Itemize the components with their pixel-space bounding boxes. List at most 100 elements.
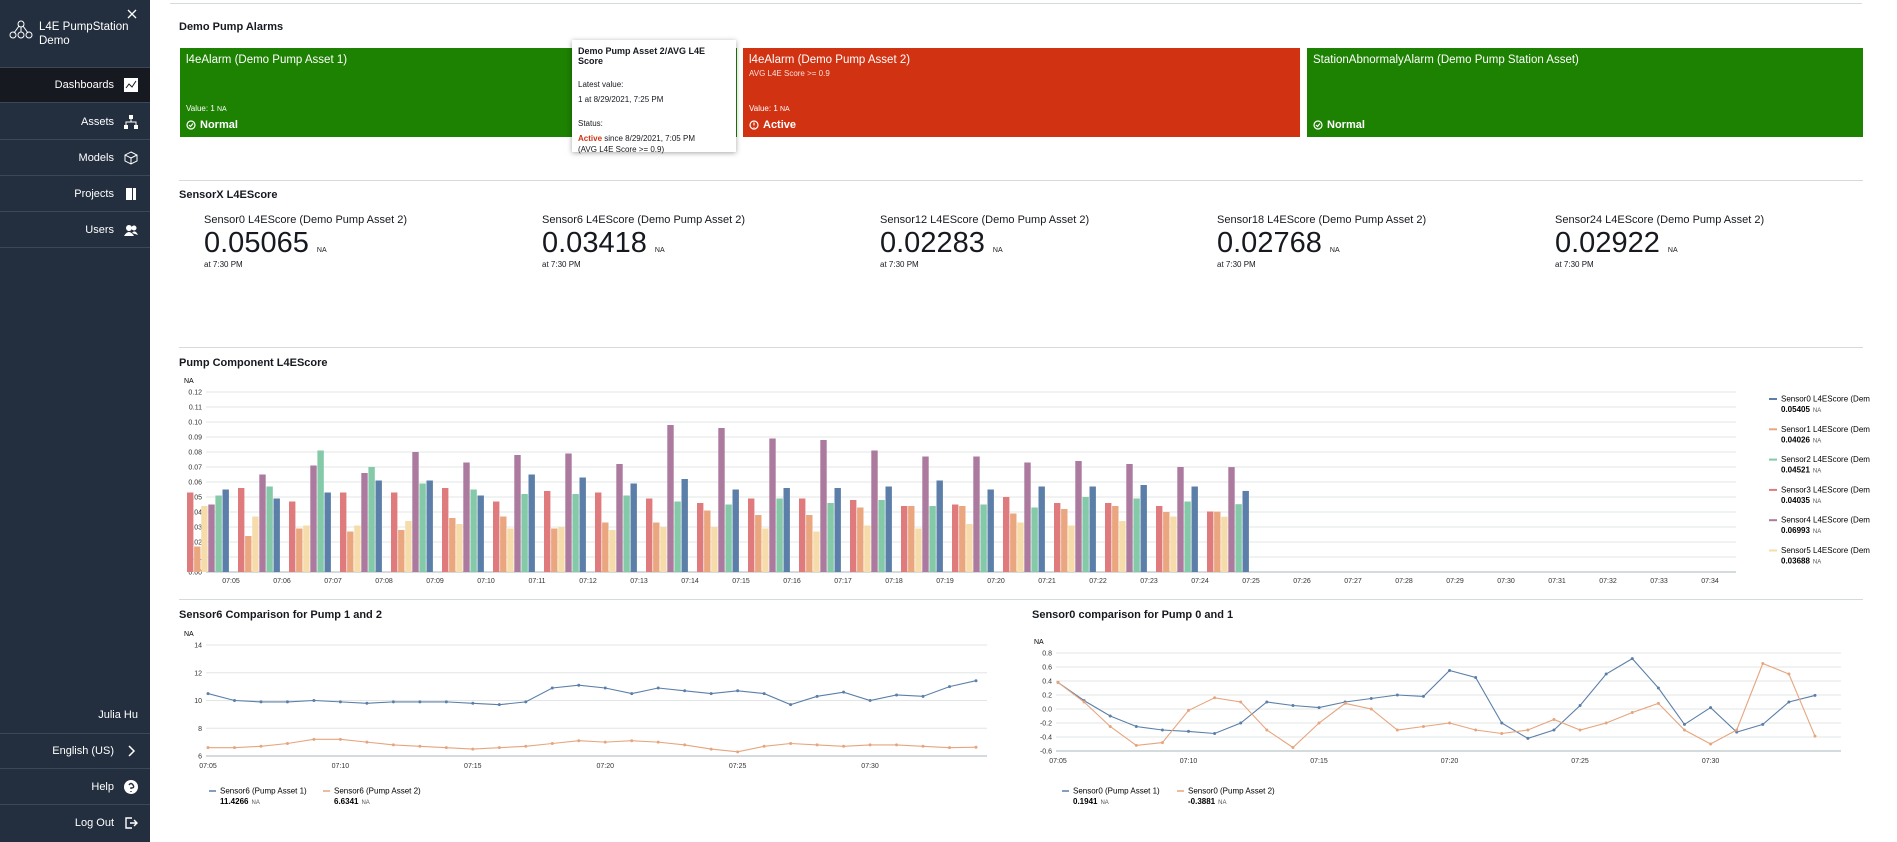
y-tick-label: 0.07 (188, 465, 202, 472)
point (736, 750, 740, 754)
status-text: Normal (200, 119, 238, 131)
point (1448, 669, 1452, 672)
point (1187, 708, 1191, 712)
nav-item[interactable]: Users (0, 212, 150, 248)
y-tick-label: 6 (198, 754, 202, 761)
point (1526, 736, 1530, 740)
alarm-name: l4eAlarm (Demo Pump Asset 1) (186, 54, 348, 66)
point (1630, 711, 1634, 714)
nav-label: Dashboards (54, 79, 114, 91)
nav-item[interactable]: Dashboards (0, 67, 150, 103)
nav-item[interactable]: Models (0, 140, 150, 176)
bar (871, 450, 878, 572)
bar (681, 479, 688, 572)
bar (324, 492, 331, 572)
x-tick-label: 07:22 (1089, 578, 1107, 585)
bar (1214, 511, 1221, 572)
bar (245, 536, 252, 572)
legend-value: 6.6341 (334, 797, 359, 806)
point (1474, 676, 1478, 679)
point (656, 686, 660, 690)
alarm-value: Value: 1 NA (749, 104, 790, 113)
nav-item[interactable]: Assets (0, 104, 150, 140)
y-tick-label: 0.00 (188, 570, 202, 577)
bar (857, 507, 864, 572)
help-link[interactable]: Help (0, 769, 150, 805)
bar (769, 438, 776, 572)
x-tick-label: 07:10 (332, 763, 350, 770)
kpi-name: Sensor18 L4EScore (Demo Pump Asset 2) (1217, 214, 1427, 226)
point (974, 679, 978, 683)
bar (303, 525, 310, 572)
legend-label: Sensor6 (Pump Asset 1) (220, 787, 307, 796)
alarm-card: l4eAlarm (Demo Pump Asset 2) AVG L4E Scor… (743, 48, 1300, 137)
point (1526, 728, 1530, 732)
x-tick-label: 07:25 (1571, 758, 1589, 765)
point (736, 689, 740, 693)
point (630, 739, 634, 743)
x-tick-label: 07:29 (1446, 578, 1464, 585)
y-tick-label: 0.0 (1042, 707, 1052, 714)
bar (558, 527, 565, 572)
kpi-value: 0.02768 (1217, 227, 1322, 259)
point (418, 700, 422, 704)
legend-value: 0.06993 (1781, 526, 1810, 535)
point (789, 742, 793, 746)
kpi-name: Sensor12 L4EScore (Demo Pump Asset 2) (880, 214, 1090, 226)
bar (273, 498, 280, 572)
bar (412, 452, 419, 572)
unit: NA (780, 106, 790, 113)
bar (674, 501, 681, 572)
alarm-status: Active (749, 119, 796, 131)
point (444, 700, 448, 704)
legend-value: -0.3881 (1188, 797, 1216, 806)
bar (711, 527, 718, 572)
point (1787, 700, 1791, 704)
point (365, 740, 369, 744)
kpi-value-row: 0.02768 NA (1217, 227, 1426, 260)
y-tick-label: 0.10 (188, 420, 202, 427)
bar (922, 456, 929, 572)
point (550, 742, 554, 746)
kpi-name: Sensor6 L4EScore (Demo Pump Asset 2) (542, 214, 745, 226)
bar (1156, 506, 1163, 572)
point (1578, 704, 1582, 707)
point (1761, 722, 1765, 726)
logout-link[interactable]: Log Out (0, 805, 150, 841)
bar (187, 492, 194, 572)
nav-item[interactable]: Projects (0, 176, 150, 212)
bar (1017, 522, 1024, 572)
language-menu[interactable]: English (US) (0, 733, 150, 769)
point (630, 692, 634, 696)
x-tick-label: 07:05 (199, 763, 217, 770)
tooltip-label: Status: (578, 119, 603, 128)
bar (208, 504, 215, 572)
point (524, 744, 528, 748)
point (1108, 714, 1112, 718)
bar (908, 506, 915, 572)
y-tick-label: 0.12 (188, 390, 202, 397)
axis-unit: NA (1034, 639, 1044, 646)
point (1108, 725, 1112, 728)
y-tick-label: 12 (194, 670, 202, 677)
close-button[interactable] (127, 9, 137, 19)
divider (170, 3, 1862, 4)
tooltip-condition: (AVG L4E Score >= 0.9) (578, 145, 665, 154)
point (868, 743, 872, 747)
bar (1061, 509, 1068, 572)
bar (398, 530, 405, 572)
logo (9, 20, 33, 39)
point (444, 746, 448, 750)
bar (783, 488, 790, 572)
alarm-value: Value: 1 NA (186, 104, 227, 113)
unit: NA (1100, 800, 1108, 806)
legend-label: Sensor0 (Pump Asset 2) (1188, 787, 1275, 796)
bar (901, 506, 908, 572)
unit: NA (251, 800, 259, 806)
nav-icon (125, 817, 138, 829)
x-tick-label: 07:30 (1497, 578, 1515, 585)
point (1709, 706, 1713, 710)
y-tick-label: 0.04 (188, 510, 202, 517)
bar (973, 456, 980, 572)
